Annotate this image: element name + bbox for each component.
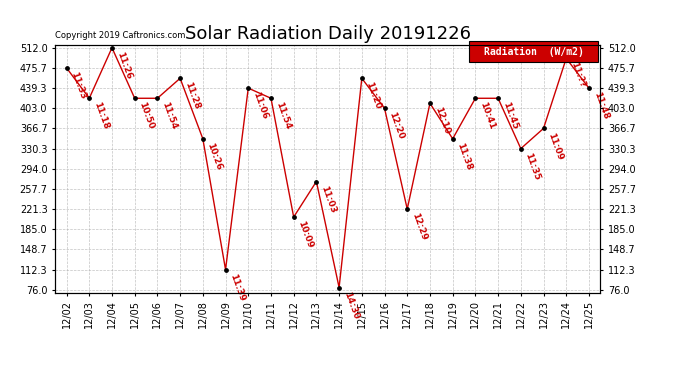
Point — [402, 206, 413, 212]
Point — [356, 75, 367, 81]
Text: Radiation  (W/m2): Radiation (W/m2) — [484, 47, 584, 57]
Point — [83, 95, 95, 101]
Text: 11:28: 11:28 — [183, 81, 201, 111]
Text: 14:30: 14:30 — [342, 290, 360, 320]
Text: 11:09: 11:09 — [546, 131, 564, 161]
Point — [333, 285, 344, 291]
Text: 10:26: 10:26 — [206, 141, 224, 171]
Text: 11:38: 11:38 — [455, 141, 474, 171]
Text: 12:10: 12:10 — [433, 106, 451, 136]
Text: 12:29: 12:29 — [410, 212, 428, 242]
Text: 11:03: 11:03 — [319, 184, 337, 214]
Point — [538, 125, 549, 131]
Text: Copyright 2019 Caftronics.com: Copyright 2019 Caftronics.com — [55, 31, 186, 40]
Point — [175, 75, 186, 81]
Text: 11:18: 11:18 — [92, 101, 110, 131]
Text: 11:33: 11:33 — [69, 71, 88, 100]
Point — [515, 146, 526, 152]
Text: 11:35: 11:35 — [524, 152, 542, 182]
Point — [584, 85, 595, 91]
Point — [220, 267, 231, 273]
FancyBboxPatch shape — [469, 41, 598, 62]
Point — [561, 56, 572, 62]
Text: 11:45: 11:45 — [501, 101, 519, 131]
Point — [311, 178, 322, 184]
Text: 11:54: 11:54 — [274, 101, 292, 131]
Text: 11:54: 11:54 — [160, 101, 179, 131]
Text: 10:50: 10:50 — [137, 101, 156, 131]
Text: 11:??: 11:?? — [569, 61, 586, 89]
Text: 11:26: 11:26 — [115, 51, 133, 81]
Point — [243, 85, 254, 91]
Point — [447, 136, 458, 142]
Point — [106, 45, 117, 51]
Title: Solar Radiation Daily 20191226: Solar Radiation Daily 20191226 — [185, 26, 471, 44]
Text: 10:41: 10:41 — [478, 101, 496, 131]
Text: 11:48: 11:48 — [592, 91, 610, 121]
Text: 10:09: 10:09 — [297, 220, 315, 250]
Point — [493, 95, 504, 101]
Point — [424, 100, 435, 106]
Point — [197, 136, 208, 142]
Point — [152, 95, 163, 101]
Text: 11:39: 11:39 — [228, 272, 246, 303]
Text: 12:20: 12:20 — [387, 111, 406, 141]
Point — [379, 105, 390, 111]
Text: 11:20: 11:20 — [364, 81, 383, 111]
Text: 11:06: 11:06 — [251, 91, 269, 121]
Point — [61, 65, 72, 71]
Point — [288, 214, 299, 220]
Point — [129, 95, 140, 101]
Point — [470, 95, 481, 101]
Point — [266, 95, 277, 101]
